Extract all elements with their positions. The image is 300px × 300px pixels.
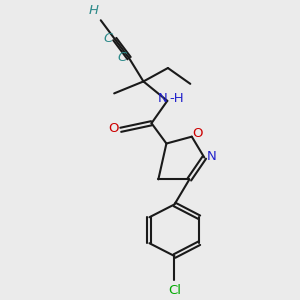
Text: C: C: [118, 51, 127, 64]
Text: N: N: [158, 92, 168, 105]
Text: Cl: Cl: [168, 284, 181, 296]
Text: O: O: [193, 127, 203, 140]
Text: N: N: [207, 151, 217, 164]
Text: H: H: [88, 4, 98, 17]
Text: C: C: [103, 32, 113, 45]
Text: -H: -H: [170, 92, 184, 105]
Text: O: O: [108, 122, 119, 135]
